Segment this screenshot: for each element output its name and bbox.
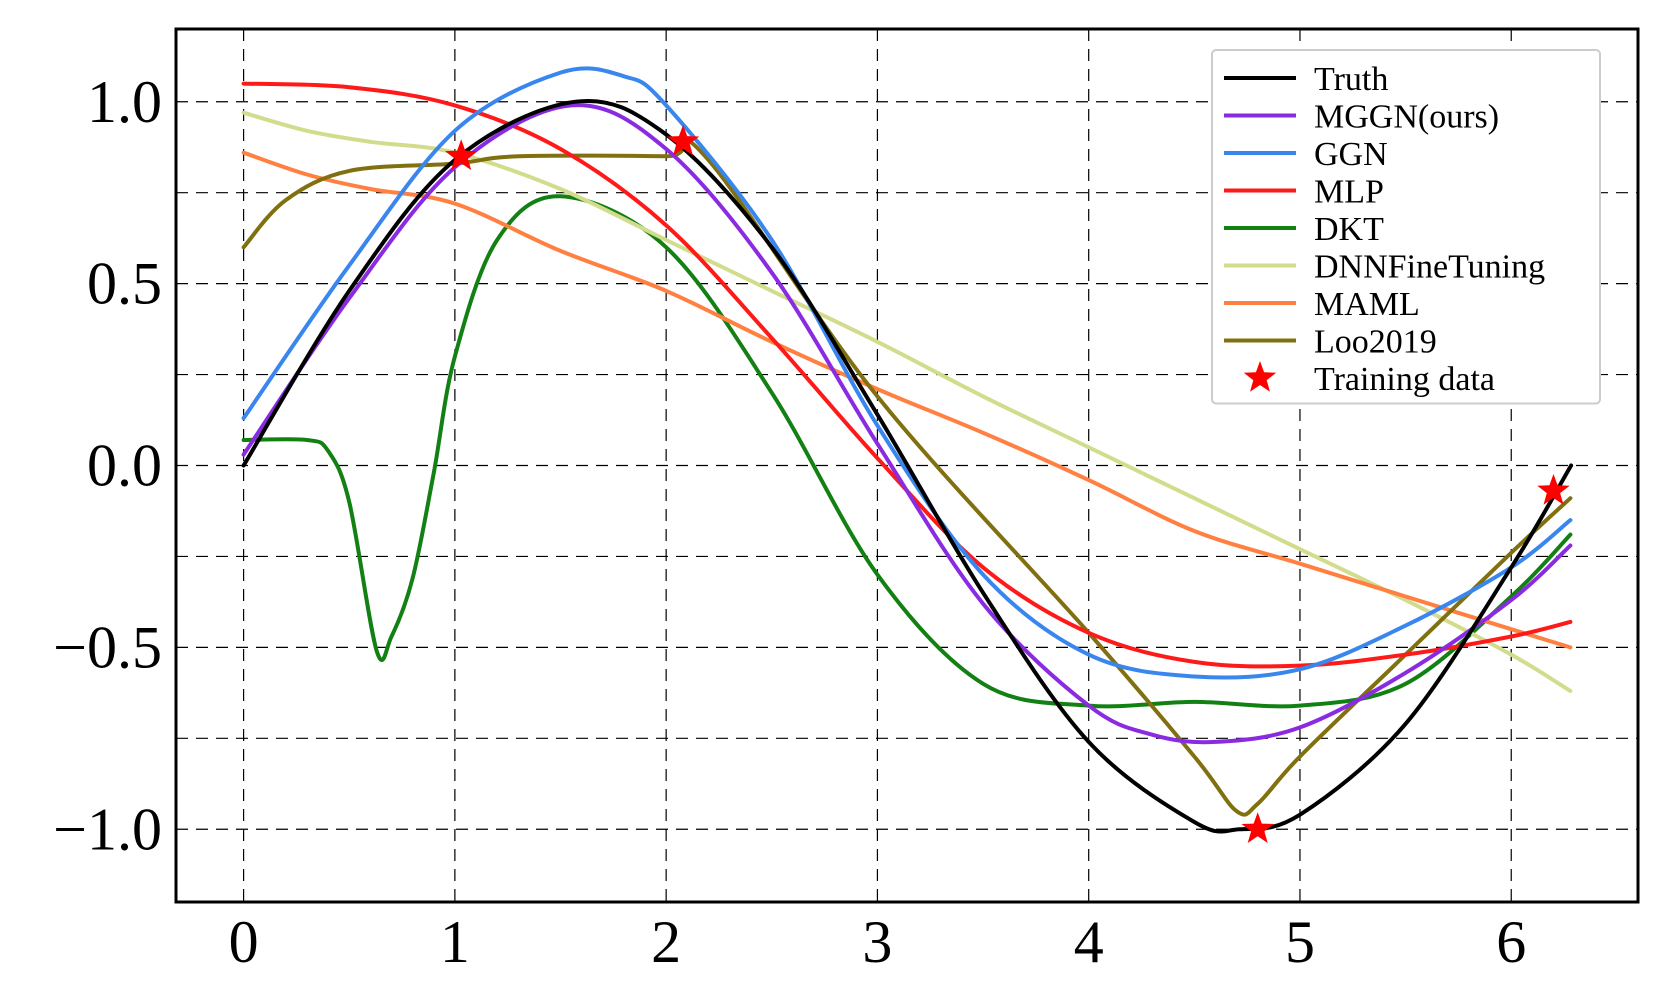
- x-tick-label: 5: [1285, 909, 1315, 975]
- legend-box: [1211, 49, 1601, 405]
- y-tick-label: 0.5: [87, 251, 162, 317]
- legend-label: DKT: [1314, 211, 1384, 248]
- series-line-ggn: [241, 66, 1573, 680]
- legend-star-icon: [1243, 361, 1277, 392]
- x-tick-label: 0: [229, 909, 259, 975]
- legend-label: Training data: [1314, 361, 1495, 398]
- x-tick-label: 1: [440, 909, 470, 975]
- legend-label: MGGN(ours): [1314, 99, 1499, 136]
- legend-label: MAML: [1314, 286, 1420, 323]
- legend-label: Truth: [1314, 61, 1388, 98]
- y-tick-label: 1.0: [87, 69, 162, 135]
- y-tick-label: −0.5: [53, 614, 162, 680]
- y-tick-label: −1.0: [53, 796, 162, 862]
- legend-label: Loo2019: [1314, 324, 1437, 361]
- y-axis-ticks: −1.0 −0.5 0.0 0.5 1.0: [53, 69, 162, 863]
- x-axis-ticks: 0 1 2 3 4 5 6: [229, 909, 1527, 975]
- x-tick-label: 2: [651, 909, 681, 975]
- y-tick-label: 0.0: [87, 433, 162, 499]
- training-data-star: [666, 124, 700, 156]
- series-line-dnnfinetuning: [241, 110, 1573, 693]
- legend-label: GGN: [1314, 136, 1388, 173]
- series-line-dkt: [241, 194, 1573, 709]
- legend-label: DNNFineTuning: [1314, 249, 1545, 286]
- training-data-star: [1537, 474, 1570, 505]
- x-tick-label: 4: [1074, 909, 1104, 975]
- x-tick-label: 6: [1496, 909, 1526, 975]
- training-data-star: [1241, 812, 1274, 843]
- x-tick-label: 3: [862, 909, 892, 975]
- legend-label: MLP: [1314, 174, 1384, 211]
- training-data-markers: [445, 124, 1570, 843]
- series-lines: [241, 66, 1574, 834]
- training-data-star: [445, 139, 478, 171]
- plot-frame: [174, 27, 1640, 904]
- legend: TruthMGGN(ours)GGNMLPDKTDNNFineTuningMAM…: [1211, 49, 1601, 405]
